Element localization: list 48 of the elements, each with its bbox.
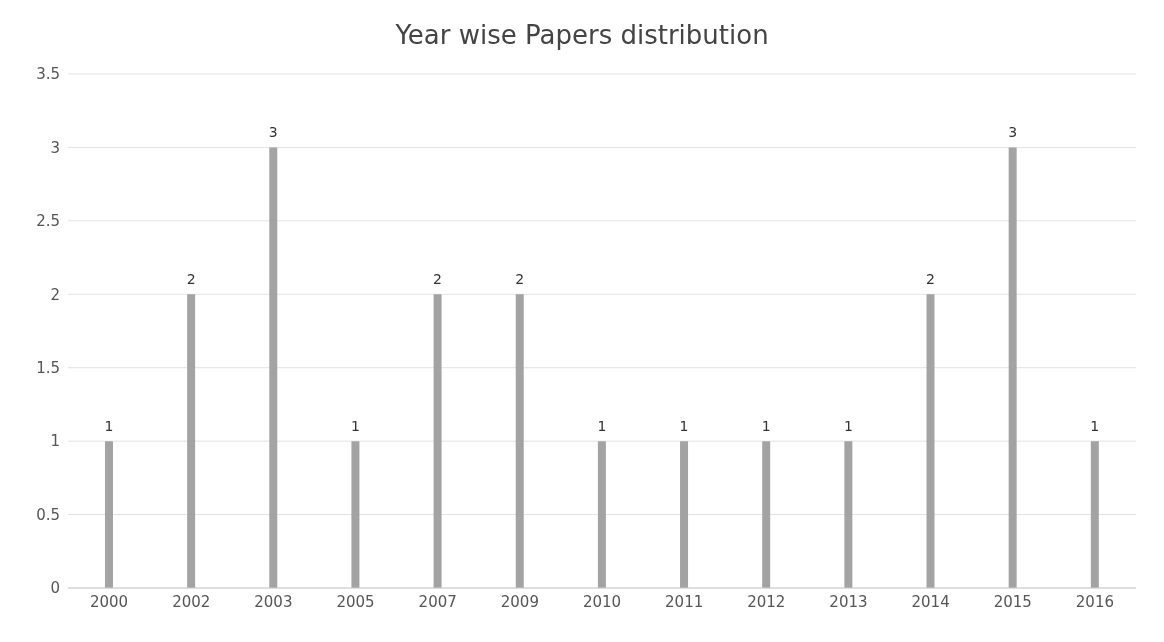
y-tick-label: 1 — [50, 432, 60, 451]
x-tick-label: 2000 — [89, 592, 129, 611]
bar — [1090, 441, 1099, 588]
y-tick-label: 0.5 — [36, 505, 60, 524]
data-label: 2 — [186, 271, 196, 288]
x-tick-label: 2016 — [1075, 592, 1115, 611]
x-tick-label: 2010 — [582, 592, 622, 611]
bar — [104, 441, 113, 588]
bar — [187, 294, 196, 588]
chart-title: Year wise Papers distribution — [394, 19, 770, 52]
x-tick-label: 2002 — [172, 592, 211, 611]
x-tick-label: 2013 — [829, 592, 868, 611]
y-tick-label: 2 — [50, 285, 60, 304]
y-tick-label: 1.5 — [36, 359, 60, 378]
data-label: 1 — [843, 418, 853, 435]
data-label: 1 — [679, 418, 689, 435]
data-label: 1 — [350, 418, 360, 435]
bar — [351, 441, 360, 588]
x-tick-label: 2014 — [911, 592, 950, 611]
bar — [680, 441, 689, 588]
x-tick-label: 2005 — [336, 592, 375, 611]
y-tick-label: 2.5 — [36, 212, 60, 231]
bar — [433, 294, 442, 588]
y-tick-label: 0 — [50, 579, 60, 598]
x-tick-label: 2007 — [418, 592, 457, 611]
x-tick-label: 2015 — [993, 592, 1032, 611]
data-label: 1 — [761, 418, 771, 435]
y-tick-label: 3 — [50, 138, 60, 157]
data-label: 1 — [104, 418, 114, 435]
data-label: 2 — [926, 271, 935, 288]
bar — [515, 294, 524, 588]
x-tick-label: 2009 — [500, 592, 539, 611]
bar — [844, 441, 853, 588]
data-label: 3 — [268, 124, 278, 141]
data-label: 1 — [1090, 418, 1100, 435]
data-label: 3 — [1008, 124, 1018, 141]
bar — [1008, 147, 1017, 588]
x-tick-label: 2012 — [747, 592, 786, 611]
data-label: 2 — [433, 271, 443, 288]
bar — [597, 441, 606, 588]
data-label: 1 — [597, 418, 607, 435]
x-tick-label: 2003 — [254, 592, 293, 611]
data-label: 2 — [515, 271, 525, 288]
bar — [926, 294, 935, 588]
bar — [762, 441, 771, 588]
x-tick-label: 2011 — [665, 592, 704, 611]
bar — [269, 147, 278, 588]
y-tick-label: 3.5 — [36, 65, 60, 84]
